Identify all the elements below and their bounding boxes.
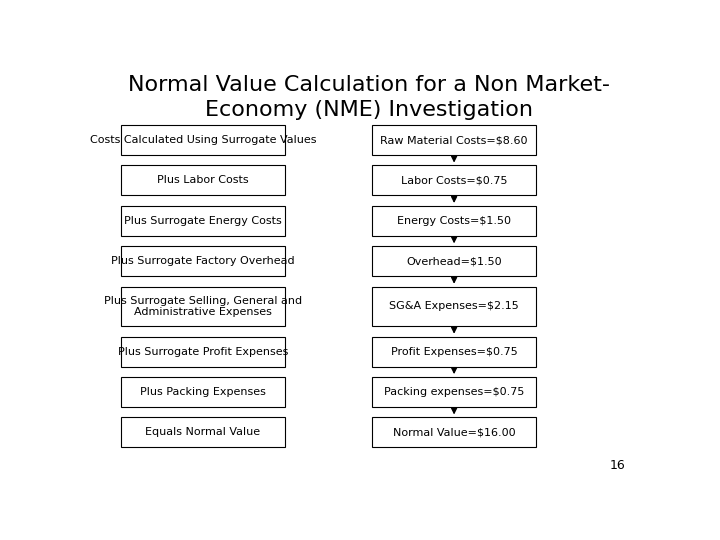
Text: Costs Calculated Using Surrogate Values: Costs Calculated Using Surrogate Values xyxy=(90,135,316,145)
FancyBboxPatch shape xyxy=(121,417,285,447)
FancyBboxPatch shape xyxy=(372,417,536,447)
FancyBboxPatch shape xyxy=(121,206,285,236)
FancyBboxPatch shape xyxy=(372,206,536,236)
FancyBboxPatch shape xyxy=(121,246,285,276)
Text: Plus Surrogate Selling, General and
Administrative Expenses: Plus Surrogate Selling, General and Admi… xyxy=(104,295,302,317)
FancyBboxPatch shape xyxy=(121,165,285,195)
Text: Plus Labor Costs: Plus Labor Costs xyxy=(157,176,249,185)
FancyBboxPatch shape xyxy=(372,287,536,326)
Text: Energy Costs=$1.50: Energy Costs=$1.50 xyxy=(397,216,511,226)
FancyBboxPatch shape xyxy=(121,336,285,367)
Text: Equals Normal Value: Equals Normal Value xyxy=(145,427,261,437)
FancyBboxPatch shape xyxy=(372,246,536,276)
Text: Plus Surrogate Factory Overhead: Plus Surrogate Factory Overhead xyxy=(111,256,294,266)
Text: Normal Value Calculation for a Non Market-
Economy (NME) Investigation: Normal Value Calculation for a Non Marke… xyxy=(128,75,610,120)
FancyBboxPatch shape xyxy=(121,287,285,326)
Text: Plus Surrogate Profit Expenses: Plus Surrogate Profit Expenses xyxy=(118,347,288,356)
FancyBboxPatch shape xyxy=(121,377,285,407)
FancyBboxPatch shape xyxy=(372,165,536,195)
Text: Plus Packing Expenses: Plus Packing Expenses xyxy=(140,387,266,397)
FancyBboxPatch shape xyxy=(372,377,536,407)
Text: Normal Value=$16.00: Normal Value=$16.00 xyxy=(393,427,516,437)
FancyBboxPatch shape xyxy=(372,125,536,155)
Text: Overhead=$1.50: Overhead=$1.50 xyxy=(406,256,502,266)
Text: Profit Expenses=$0.75: Profit Expenses=$0.75 xyxy=(391,347,518,356)
Text: Plus Surrogate Energy Costs: Plus Surrogate Energy Costs xyxy=(124,216,282,226)
Text: Labor Costs=$0.75: Labor Costs=$0.75 xyxy=(401,176,508,185)
Text: Packing expenses=$0.75: Packing expenses=$0.75 xyxy=(384,387,524,397)
Text: SG&A Expenses=$2.15: SG&A Expenses=$2.15 xyxy=(390,301,519,312)
Text: Raw Material Costs=$8.60: Raw Material Costs=$8.60 xyxy=(380,135,528,145)
FancyBboxPatch shape xyxy=(121,125,285,155)
FancyBboxPatch shape xyxy=(372,336,536,367)
Text: 16: 16 xyxy=(610,460,626,472)
